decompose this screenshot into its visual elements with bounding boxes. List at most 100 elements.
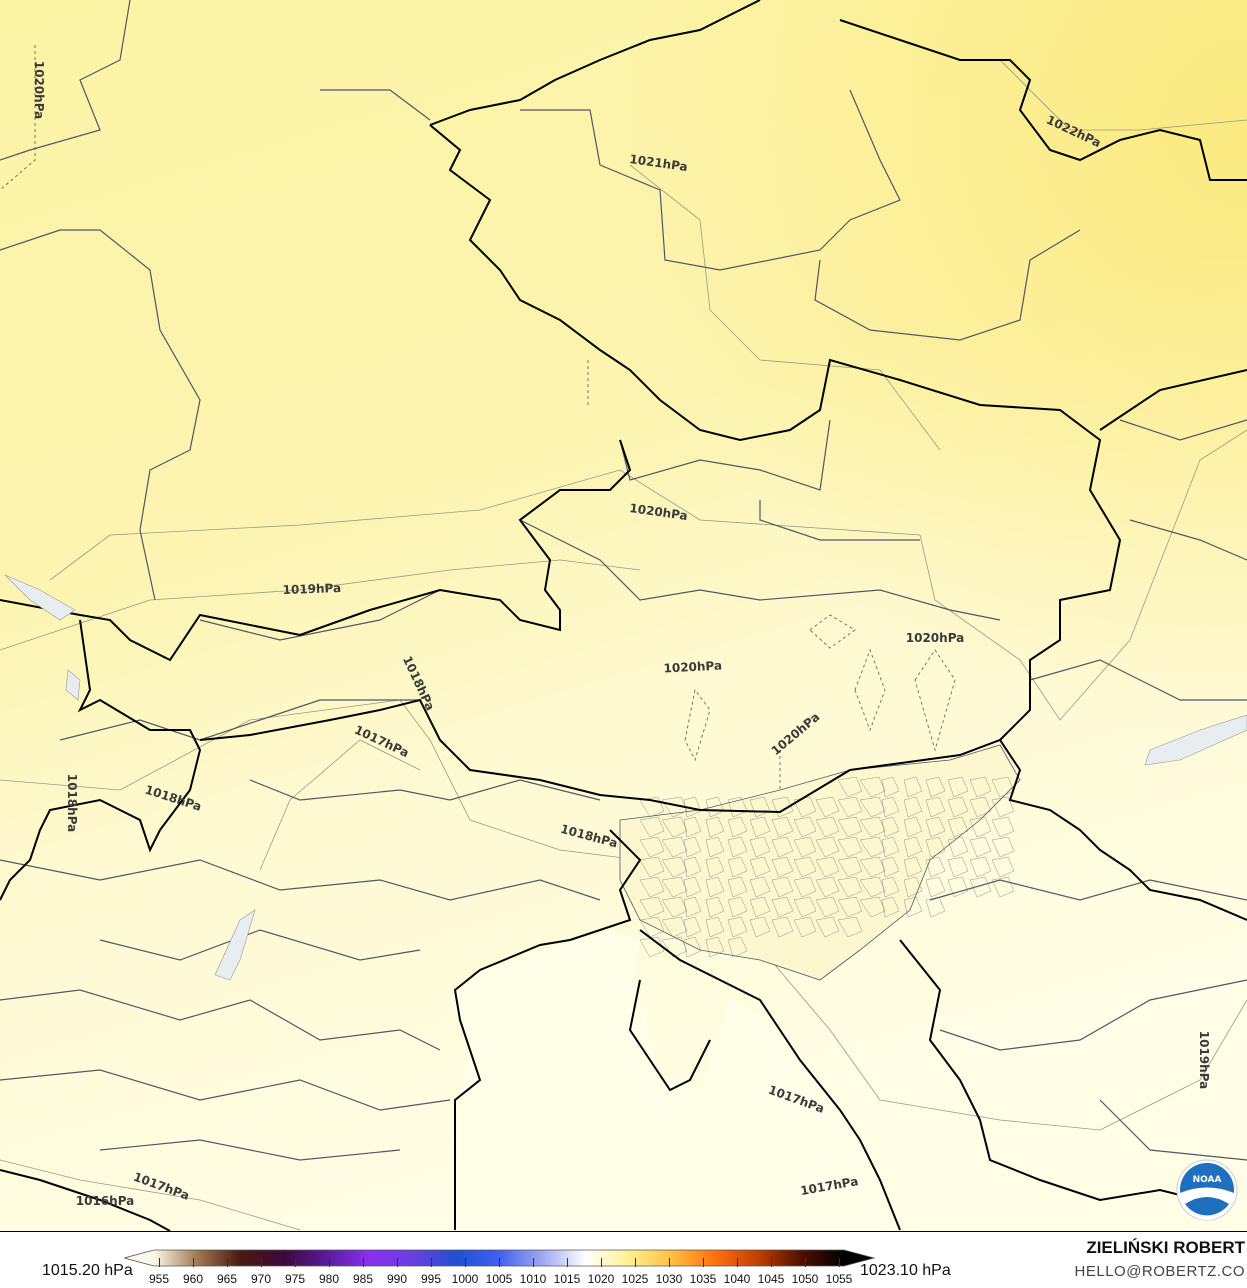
municipality-boundary (639, 836, 665, 858)
colorbar-tick-mark (635, 1258, 636, 1267)
municipality-boundary (749, 876, 771, 898)
colorbar (124, 1249, 876, 1267)
municipality-boundary (683, 876, 702, 898)
municipality-boundary (727, 916, 748, 938)
colorbar-tick-label: 990 (386, 1272, 408, 1286)
contour-label: 1019hPa (282, 581, 341, 597)
municipality-boundary (969, 776, 992, 798)
colorbar-tick-mark (295, 1258, 296, 1267)
municipality-boundary (947, 836, 969, 858)
municipality-boundary (793, 876, 817, 898)
colorbar-tick-mark (397, 1258, 398, 1267)
municipality-boundary (837, 816, 863, 838)
municipality-boundary (771, 856, 794, 878)
municipality-boundary (727, 936, 748, 958)
municipality-boundary (683, 896, 702, 918)
municipality-boundary (815, 796, 840, 818)
colorbar-tick-label: 1015 (553, 1272, 581, 1286)
municipality-boundary (991, 836, 1015, 858)
adriatic-sea (450, 930, 880, 1230)
colorbar-tick-mark (805, 1258, 806, 1267)
municipality-boundary (661, 916, 688, 938)
municipality-boundary (793, 896, 817, 918)
municipality-boundary (705, 836, 725, 858)
municipality-boundary (859, 856, 886, 878)
municipality-boundary (969, 816, 992, 838)
contour-label: 1020hPa (906, 631, 965, 645)
pressure-map: 1020hPa1021hPa1022hPa1020hPa1019hPa1018h… (0, 0, 1247, 1231)
municipality-boundary (771, 896, 794, 918)
colorbar-tick-mark (499, 1258, 500, 1267)
municipality-boundary (837, 916, 863, 938)
municipality-boundary (837, 836, 863, 858)
colorbar-tick-label: 1040 (723, 1272, 751, 1286)
colorbar-tick-mark (193, 1258, 194, 1267)
colorbar-tick-label: 1020 (587, 1272, 615, 1286)
municipality-boundary (727, 816, 748, 838)
municipality-boundary (727, 836, 748, 858)
municipality-boundary (683, 916, 702, 938)
municipality-boundary (837, 876, 863, 898)
municipality-boundary (705, 816, 725, 838)
municipality-boundary (925, 796, 946, 818)
municipality-boundary (705, 936, 725, 958)
municipality-boundary (771, 816, 794, 838)
colorbar-tick-label: 960 (182, 1272, 204, 1286)
municipality-boundary (859, 796, 886, 818)
municipality-boundary (683, 936, 702, 958)
colorbar-tick-mark (703, 1258, 704, 1267)
municipality-boundary (903, 796, 923, 818)
municipality-boundary (925, 856, 946, 878)
municipality-boundary (815, 876, 840, 898)
colorbar-tick-label: 1025 (621, 1272, 649, 1286)
contour-label: 1018hPa (65, 774, 79, 833)
municipality-boundary (793, 856, 817, 878)
colorbar-tick-mark (329, 1258, 330, 1267)
colorbar-tick-label: 975 (284, 1272, 306, 1286)
author-email[interactable]: HELLO@ROBERTZ.CO (1074, 1263, 1245, 1280)
colorbar-tick-mark (465, 1258, 466, 1267)
colorbar-tick-label: 965 (216, 1272, 238, 1286)
municipality-boundary (705, 896, 725, 918)
svg-text:NOAA: NOAA (1193, 1175, 1222, 1185)
colorbar-panel: 1015.20 hPa 955 960 965 970 975 980 985 990 995 1… (0, 1231, 1247, 1288)
municipality-boundary (903, 876, 923, 898)
municipality-boundary (661, 796, 688, 818)
colorbar-tick-mark (601, 1258, 602, 1267)
municipality-boundary (881, 816, 900, 838)
colorbar-tick-mark (431, 1258, 432, 1267)
municipality-boundary (639, 856, 665, 878)
author-name: ZIELIŃSKI ROBERT (1086, 1238, 1245, 1257)
municipality-boundary (705, 856, 725, 878)
municipality-boundary (903, 836, 923, 858)
municipality-boundary (771, 836, 794, 858)
municipality-boundary (859, 836, 886, 858)
municipality-boundary (661, 856, 688, 878)
colorbar-tick-label: 985 (352, 1272, 374, 1286)
contour-label: 1019hPa (1197, 1031, 1211, 1090)
colorbar-tick-label: 1050 (791, 1272, 819, 1286)
municipality-boundary (749, 816, 771, 838)
colorbar-tick-mark (771, 1258, 772, 1267)
municipality-boundary (815, 916, 840, 938)
municipality-boundary (771, 876, 794, 898)
municipality-boundary (661, 876, 688, 898)
municipality-boundary (947, 776, 969, 798)
municipality-boundary (815, 836, 840, 858)
colorbar-tick-mark (737, 1258, 738, 1267)
municipality-boundary (661, 896, 688, 918)
municipality-boundary (727, 876, 748, 898)
colorbar-tick-mark (567, 1258, 568, 1267)
municipality-boundary (925, 776, 946, 798)
municipality-boundary (661, 836, 688, 858)
municipality-boundary (859, 876, 886, 898)
colorbar-tick-label: 1055 (825, 1272, 853, 1286)
municipality-boundary (639, 896, 665, 918)
municipality-boundary (815, 816, 840, 838)
municipality-boundary (837, 796, 863, 818)
municipality-boundary (903, 776, 923, 798)
municipality-boundary (727, 896, 748, 918)
colorbar-tick-label: 1045 (757, 1272, 785, 1286)
municipality-boundary (925, 836, 946, 858)
municipality-boundary (991, 816, 1015, 838)
